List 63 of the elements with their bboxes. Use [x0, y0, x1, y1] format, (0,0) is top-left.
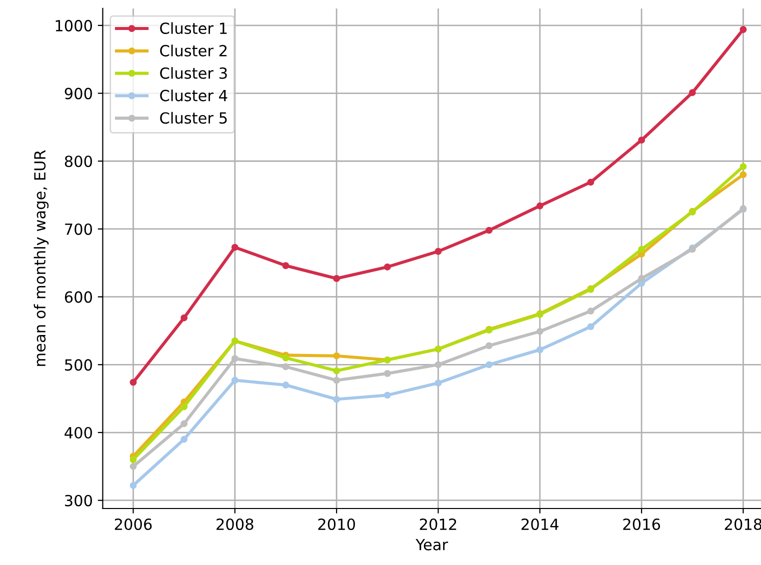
point [536, 328, 544, 335]
y-tick-label: 300 [65, 494, 92, 506]
point [740, 171, 747, 178]
point [282, 354, 290, 362]
y-tick-label: 1000 [56, 20, 92, 32]
point [282, 382, 290, 388]
point [333, 352, 340, 360]
point [638, 246, 646, 253]
point [231, 355, 238, 362]
legend-label: Cluster 4 [160, 90, 228, 102]
point [536, 346, 544, 354]
y-axis-title: mean of monthly wage, EUR [34, 150, 49, 366]
point [231, 376, 238, 384]
legend-label: Cluster 3 [160, 67, 227, 79]
y-tick-label: 800 [64, 156, 92, 168]
point [486, 361, 493, 368]
point [587, 308, 594, 315]
point [130, 462, 137, 470]
point [384, 392, 391, 399]
point [282, 262, 290, 270]
point [638, 275, 646, 282]
point [638, 136, 646, 144]
x-tick-label: 2010 [318, 518, 355, 530]
point [180, 403, 188, 410]
point [130, 482, 137, 489]
legend-label: Cluster 5 [160, 112, 227, 124]
y-tick-label: 700 [65, 223, 92, 235]
point [434, 380, 442, 386]
y-tick-label: 400 [64, 426, 92, 439]
point [180, 436, 188, 443]
point [180, 314, 188, 322]
point [536, 202, 544, 210]
y-tick-label: 600 [64, 291, 92, 303]
point [130, 456, 137, 464]
point [688, 89, 696, 96]
point [282, 363, 290, 370]
point [740, 163, 747, 170]
point [434, 361, 442, 368]
x-tick-label: 2008 [216, 518, 254, 530]
point [333, 275, 340, 282]
point [333, 376, 340, 384]
point [130, 378, 137, 386]
point [384, 370, 391, 377]
x-tick-label: 2012 [420, 518, 456, 530]
point [333, 367, 340, 374]
point [486, 226, 493, 234]
point [180, 420, 188, 428]
point [434, 248, 442, 255]
point [587, 323, 594, 330]
legend-label: Cluster 2 [160, 44, 227, 56]
point [231, 244, 238, 251]
point [486, 342, 493, 350]
legend-label: Cluster 1 [160, 22, 227, 34]
point [384, 263, 391, 270]
point [740, 26, 747, 33]
point [333, 396, 340, 403]
x-tick-label: 2016 [623, 518, 660, 530]
y-tick-label: 500 [65, 359, 92, 371]
point [587, 178, 594, 186]
x-axis-title: Year [416, 539, 448, 550]
x-tick-label: 2014 [522, 518, 558, 530]
x-tick-label: 2006 [114, 518, 152, 530]
y-tick-label: 900 [64, 88, 92, 100]
